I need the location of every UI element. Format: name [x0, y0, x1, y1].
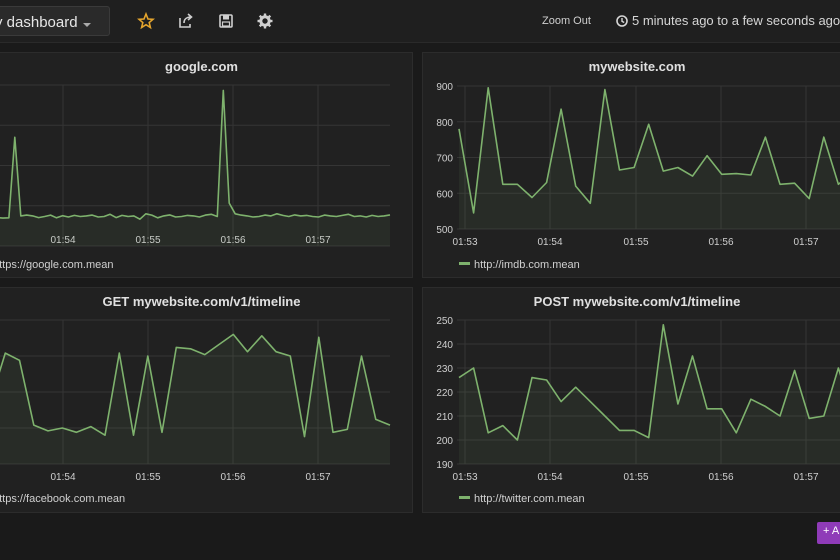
legend[interactable]: https://facebook.com.mean	[0, 493, 125, 505]
series-area	[0, 90, 390, 246]
legend-swatch	[459, 496, 470, 499]
line-chart[interactable]: 500 600 700 800 900 01:53 01:54 01:55 01:56 01:57	[423, 53, 840, 279]
series-area	[459, 324, 840, 464]
y-tick-label: 220	[436, 388, 453, 399]
panel-title: GET mywebsite.com/v1/timeline	[102, 294, 301, 309]
zoom-out-button[interactable]: Zoom Out	[542, 15, 591, 27]
x-tick-label: 01:55	[135, 472, 160, 483]
y-tick-label: 800	[436, 118, 453, 129]
x-tick-label: 01:54	[537, 472, 562, 483]
series-line[interactable]	[0, 89, 391, 220]
legend[interactable]: http://twitter.com.mean	[459, 493, 585, 505]
x-tick-label: 01:57	[305, 235, 330, 246]
x-tick-label: 01:54	[50, 235, 75, 246]
x-tick-label: 01:55	[623, 472, 648, 483]
line-chart[interactable]: 190 200 210 220 230 240 250 01:53 01:54 01:55 01:5…	[423, 288, 840, 514]
x-tick-label: 01:56	[220, 472, 245, 483]
dashboard-picker[interactable]: y dashboard	[0, 6, 110, 36]
x-tick-label: 01:55	[135, 235, 160, 246]
x-tick-label: 01:56	[708, 237, 733, 248]
y-tick-label: 210	[436, 412, 453, 423]
y-tick-label: 200	[436, 436, 453, 447]
y-tick-label: 900	[436, 82, 453, 93]
x-tick-label: 01:57	[793, 472, 818, 483]
y-tick-label: 600	[436, 189, 453, 200]
save-icon[interactable]	[217, 12, 235, 30]
time-range-picker[interactable]: 5 minutes ago to a few seconds ago	[616, 13, 840, 28]
series-line[interactable]	[458, 87, 840, 214]
x-tick-label: 01:56	[220, 235, 245, 246]
y-tick-label: 700	[436, 154, 453, 165]
legend-series-name: https://google.com.mean	[0, 259, 114, 271]
time-range-label: 5 minutes ago to a few seconds ago	[632, 13, 840, 28]
panel-title: mywebsite.com	[588, 59, 686, 74]
legend-series-name: https://facebook.com.mean	[0, 493, 126, 505]
series-line[interactable]	[0, 333, 391, 438]
x-tick-label: 01:55	[623, 237, 648, 248]
x-tick-label: 01:57	[793, 237, 818, 248]
panel-title: POST mywebsite.com/v1/timeline	[533, 294, 741, 309]
y-tick-label: 240	[436, 340, 453, 351]
legend-swatch	[459, 262, 470, 265]
star-icon[interactable]	[137, 12, 155, 30]
x-tick-label: 01:57	[305, 472, 330, 483]
legend[interactable]: http://imdb.com.mean	[459, 259, 580, 271]
gear-icon[interactable]	[256, 12, 274, 30]
add-row-button[interactable]: + A	[817, 522, 840, 544]
y-tick-label: 230	[436, 364, 453, 375]
x-tick-label: 01:53	[452, 472, 477, 483]
legend[interactable]: https://google.com.mean	[0, 259, 113, 271]
top-navbar: y dashboard Zoom Out 5 minutes ago to a …	[0, 0, 840, 43]
x-tick-label: 01:54	[50, 472, 75, 483]
graph-panel-post-timeline[interactable]: POST mywebsite.com/v1/timeline 190 200 210…	[422, 287, 840, 513]
chevron-down-icon	[83, 23, 91, 27]
legend-series-name: http://twitter.com.mean	[474, 493, 585, 505]
x-tick-label: 01:54	[537, 237, 562, 248]
x-tick-label: 01:53	[452, 237, 477, 248]
line-chart[interactable]: 01:54 01:55 01:56 01:57	[0, 288, 414, 514]
panel-title: google.com	[165, 59, 238, 74]
graph-panel-mywebsite[interactable]: mywebsite.com 500 600 700 800 900 01:53 01:54 0…	[422, 52, 840, 278]
dashboard-title: y dashboard	[0, 14, 78, 31]
x-tick-label: 01:56	[708, 472, 733, 483]
series-area	[0, 334, 390, 464]
series-area	[459, 87, 840, 229]
y-tick-label: 500	[436, 225, 453, 236]
share-icon[interactable]	[177, 12, 195, 30]
line-chart[interactable]: 01:54 01:55 01:56 01:57	[0, 53, 414, 279]
clock-icon	[616, 15, 628, 27]
series-line[interactable]	[458, 324, 840, 441]
graph-panel-google[interactable]: google.com 01:54 01:55 01:56 01:57 https://…	[0, 52, 413, 278]
graph-panel-get-timeline[interactable]: GET mywebsite.com/v1/timeline 01:54 01:55…	[0, 287, 413, 513]
legend-series-name: http://imdb.com.mean	[474, 259, 580, 271]
y-tick-label: 190	[436, 460, 453, 471]
y-tick-label: 250	[436, 316, 453, 327]
